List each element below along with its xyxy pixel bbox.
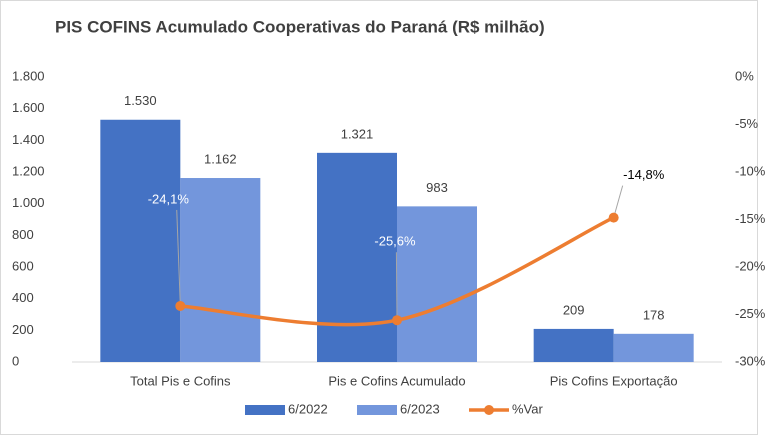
legend-label: 6/2022 (288, 401, 328, 416)
y-tick-label: 1.400 (12, 132, 45, 147)
bar-value-label: 1.162 (204, 151, 237, 166)
x-tick-label: Pis e Cofins Acumulado (328, 373, 465, 388)
bar-value-label: 209 (563, 302, 585, 317)
line-marker (392, 315, 402, 326)
y2-tick-label: -25% (735, 306, 766, 321)
y-tick-label: 1.200 (12, 163, 45, 178)
y-tick-label: 200 (12, 322, 34, 337)
y2-tick-label: -15% (735, 211, 766, 226)
leader-line (613, 185, 624, 218)
line-value-label: -24,1% (148, 191, 190, 206)
y-tick-label: 400 (12, 290, 34, 305)
bar (613, 333, 694, 362)
bar-value-label: 1.321 (341, 126, 374, 141)
legend-swatch (357, 405, 397, 415)
bar-value-label: 178 (643, 307, 665, 322)
bar (180, 178, 261, 362)
y-tick-label: 1.000 (12, 195, 45, 210)
bar-value-label: 1.530 (124, 93, 157, 108)
bar (533, 328, 614, 362)
y-tick-label: 800 (12, 227, 34, 242)
leader-line (395, 252, 398, 321)
y-tick-label: 1.600 (12, 100, 45, 115)
leader-line (176, 209, 181, 306)
legend-swatch (245, 405, 285, 415)
y2-tick-label: -30% (735, 353, 766, 368)
line-value-label: -14,8% (623, 167, 665, 182)
legend-label: %Var (512, 401, 543, 416)
line-marker (608, 212, 619, 223)
line-value-label: -25,6% (374, 234, 416, 249)
y2-tick-label: 0% (735, 68, 754, 83)
legend-swatch (484, 405, 494, 415)
x-tick-label: Total Pis e Cofins (130, 373, 231, 388)
y2-tick-label: -10% (735, 163, 766, 178)
bar (317, 152, 397, 362)
line-marker (175, 300, 186, 311)
y-tick-label: 600 (12, 258, 34, 273)
y2-tick-label: -5% (735, 116, 759, 131)
legend-label: 6/2023 (400, 401, 440, 416)
bar-value-label: 983 (426, 180, 448, 195)
bar (397, 206, 477, 362)
y-tick-label: 1.800 (12, 68, 45, 83)
chart-title: PIS COFINS Acumulado Cooperativas do Par… (55, 17, 545, 36)
y-tick-label: 0 (12, 353, 19, 368)
bar (100, 119, 181, 362)
x-tick-label: Pis Cofins Exportação (550, 373, 678, 388)
y2-tick-label: -20% (735, 258, 766, 273)
